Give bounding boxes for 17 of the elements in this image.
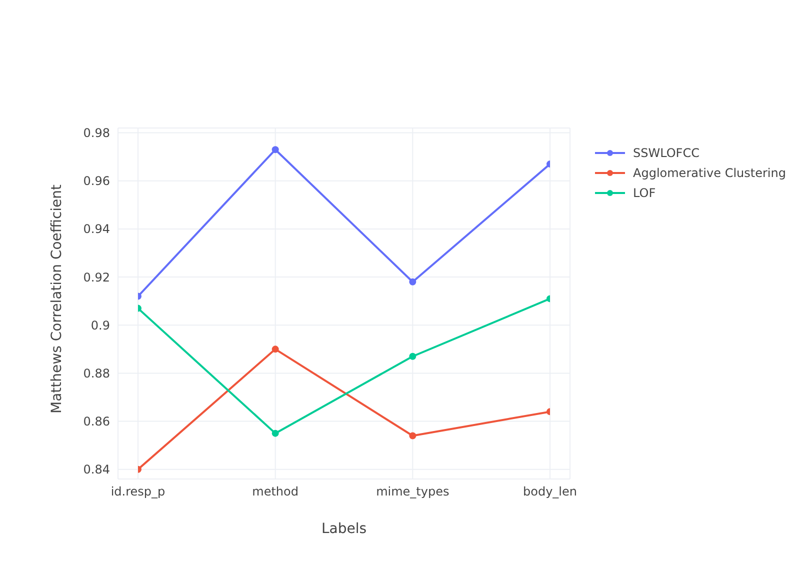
legend-label: Agglomerative Clustering <box>633 166 786 180</box>
y-tick-label: 0.84 <box>83 462 110 477</box>
x-tick-label: body_len <box>523 484 577 499</box>
y-tick-label: 0.96 <box>83 174 110 188</box>
legend-label: SSWLOFCC <box>633 146 700 160</box>
y-axis-title: Matthews Correlation Coefficient <box>48 184 65 414</box>
x-tick-label: mime_types <box>376 484 450 499</box>
x-tick-label: method <box>252 484 299 499</box>
y-tick-label: 0.98 <box>83 126 110 140</box>
x-tick-label: id.resp_p <box>110 484 166 499</box>
y-tick-label: 0.86 <box>83 414 110 429</box>
y-tick-label: 0.88 <box>83 366 110 380</box>
legend-label: LOF <box>633 186 656 200</box>
y-tick-label: 0.92 <box>83 270 110 284</box>
y-tick-label: 0.9 <box>90 318 110 332</box>
y-tick-label: 0.94 <box>83 222 110 236</box>
x-axis-title: Labels <box>321 521 367 537</box>
